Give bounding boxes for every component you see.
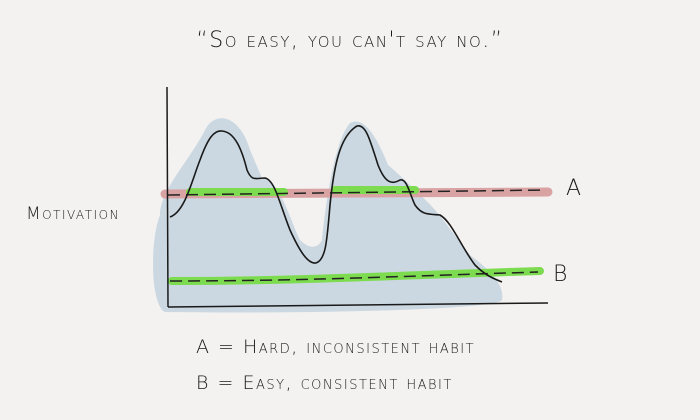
legend-b: B = Easy, consistent habit [196, 372, 453, 394]
line-a-label: A [566, 176, 583, 201]
legend-a: A = Hard, inconsistent habit [196, 336, 476, 358]
line-a-dashed [167, 189, 546, 196]
motivation-area [153, 118, 503, 313]
diagram-title: “So easy, you can't say no.” [196, 28, 504, 53]
y-axis [166, 86, 169, 308]
x-axis [167, 302, 549, 308]
line-b-label: B [553, 262, 569, 287]
motivation-curve [169, 125, 503, 283]
line-b-band [168, 267, 544, 285]
line-b-dashed [169, 271, 539, 282]
y-axis-label: Motivation [26, 204, 120, 224]
